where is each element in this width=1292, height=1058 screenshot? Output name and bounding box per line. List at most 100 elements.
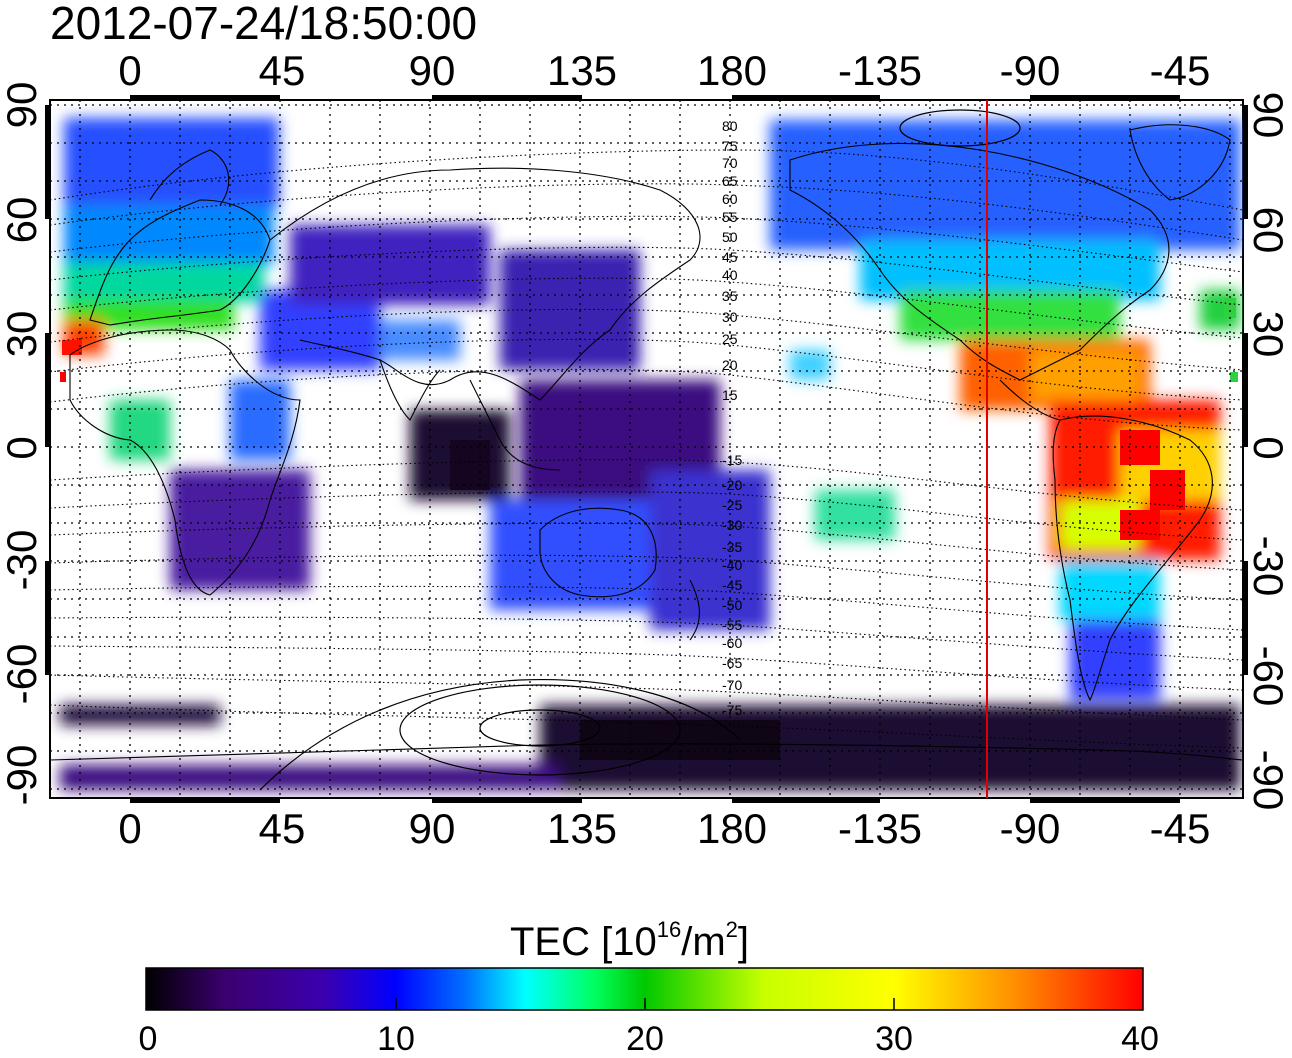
colorbar-tick-label: 0 <box>138 1020 158 1058</box>
tec-patch <box>650 470 770 630</box>
contour-label: 35 <box>722 288 738 304</box>
colorbar-tick-label: 10 <box>377 1020 415 1058</box>
coastline-scandinavia <box>149 149 230 206</box>
magnetic-latitude-contours <box>50 149 1243 749</box>
tec-patch <box>60 765 560 790</box>
magnetic-contour <box>50 183 1243 241</box>
auroral-contours <box>259 109 1021 791</box>
tec-patch <box>790 350 830 380</box>
contour-label: 55 <box>722 209 738 225</box>
contour-labels: 80 75 70 65 60 55 50 45 40 35 30 25 20 1… <box>722 118 742 718</box>
magnetic-contour <box>50 149 1243 211</box>
magnetic-contour <box>50 674 1243 721</box>
tec-speckle <box>450 440 490 490</box>
tec-patch <box>815 490 895 540</box>
frame-tick <box>1243 105 1248 219</box>
contour-label: 75 <box>722 138 738 154</box>
coastline-africa <box>69 329 301 596</box>
coastline-greenland <box>1129 124 1231 201</box>
north-magnetic-pole-contour <box>899 109 1021 147</box>
bottom-lon-tick: 90 <box>408 805 456 852</box>
south-magnetic-pole-contour-outer <box>259 678 741 791</box>
colorbar-tick-label: 30 <box>875 1020 913 1058</box>
top-lon-tick: 135 <box>546 47 618 94</box>
colorbar-ticks <box>395 998 895 1010</box>
contour-label: -70 <box>722 677 742 693</box>
top-lon-tick: -135 <box>837 47 923 94</box>
magnetic-contour <box>50 215 1243 273</box>
tec-patch <box>290 225 490 305</box>
coastline-south-america <box>1052 415 1213 702</box>
tec-speckle <box>1150 470 1185 510</box>
tec-speckle <box>62 340 82 355</box>
tec-speckle <box>1224 298 1236 318</box>
coastline-india <box>379 359 441 421</box>
frame-ticks <box>45 95 1248 803</box>
contour-label: 30 <box>722 309 738 325</box>
top-lon-tick: 90 <box>408 47 456 94</box>
frame-tick <box>1243 561 1248 675</box>
coastline-central-america <box>999 379 1061 421</box>
contour-label: 20 <box>722 357 738 373</box>
graticule <box>50 100 1243 798</box>
contour-label: -55 <box>722 617 742 633</box>
contour-label: 65 <box>722 173 738 189</box>
contour-label: 70 <box>722 155 738 171</box>
magnetic-contour <box>50 277 1243 339</box>
frame-tick <box>1243 333 1248 447</box>
contour-label: 50 <box>722 229 738 245</box>
tec-patch <box>500 250 640 370</box>
magnetic-contour <box>50 368 1243 431</box>
colorbar-title: TEC [1016/m2] <box>510 917 750 964</box>
coastline-north-america <box>789 142 1170 381</box>
contour-label: -20 <box>722 477 742 493</box>
top-lon-tick: 180 <box>696 47 768 94</box>
contour-label: 40 <box>722 267 738 283</box>
frame-tick <box>1030 95 1180 100</box>
contour-label: 45 <box>722 249 738 265</box>
tec-patch <box>64 205 274 265</box>
top-lon-tick: 0 <box>118 47 142 94</box>
coastlines <box>50 124 1243 761</box>
tec-patch <box>64 118 279 208</box>
frame-tick <box>45 561 50 675</box>
contour-label: 25 <box>722 331 738 347</box>
frame-tick <box>130 95 280 100</box>
tec-speckle <box>1120 510 1160 540</box>
map-plot-area: 80 75 70 65 60 55 50 45 40 35 30 25 20 1… <box>50 100 1243 798</box>
tec-speckle <box>1230 372 1238 382</box>
south-magnetic-pole-contour-inner <box>479 709 601 747</box>
magnetic-contour <box>50 522 1243 571</box>
frame-tick <box>45 105 50 219</box>
coastline-new-zealand <box>689 579 701 641</box>
magnetic-contour <box>50 554 1243 601</box>
contour-label: -15 <box>722 452 742 468</box>
tec-patch <box>230 380 290 460</box>
bottom-lon-tick: -135 <box>837 805 923 852</box>
tec-patch <box>770 120 1240 250</box>
contour-label: 15 <box>722 387 738 403</box>
contour-label: -40 <box>722 557 742 573</box>
map-timestamp: 2012-07-24/18:50:00 <box>50 0 478 49</box>
coastline-asia <box>269 167 701 401</box>
contour-label: -25 <box>722 497 742 513</box>
tec-data-layer <box>60 118 1240 790</box>
tec-patch <box>64 262 264 302</box>
bottom-lon-tick: 180 <box>696 805 768 852</box>
magnetic-contour <box>50 704 1243 749</box>
frame-tick <box>432 798 582 803</box>
contour-label: -60 <box>722 635 742 651</box>
tec-patch <box>1030 350 1140 400</box>
bottom-lon-tick: -45 <box>1149 805 1211 852</box>
magnetic-contour <box>50 338 1243 401</box>
frame-tick <box>732 95 880 100</box>
contour-label: 80 <box>722 118 738 134</box>
magnetic-contour <box>50 308 1243 371</box>
coastline-australia <box>539 507 657 598</box>
contour-label: 60 <box>722 191 738 207</box>
contour-label: -65 <box>722 655 742 671</box>
coastline-europe <box>89 199 271 326</box>
tec-patch <box>110 400 170 460</box>
magnetic-contour <box>50 491 1243 541</box>
